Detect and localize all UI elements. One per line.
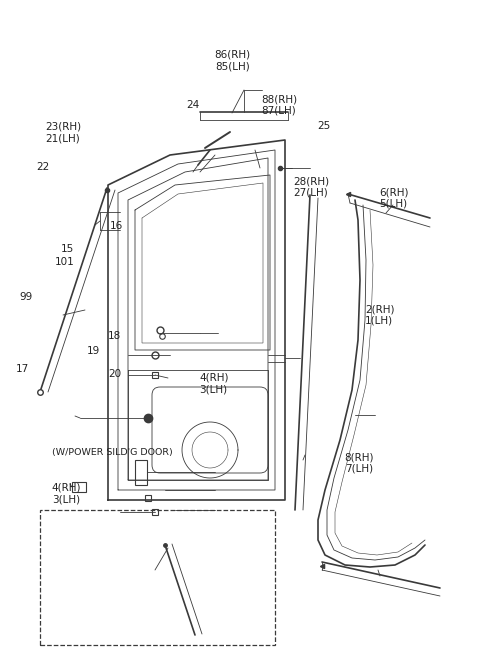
Text: 23(RH)
21(LH): 23(RH) 21(LH) (46, 122, 82, 143)
Text: 88(RH)
87(LH): 88(RH) 87(LH) (262, 94, 298, 115)
Text: 17: 17 (15, 363, 29, 374)
Text: 99: 99 (19, 291, 33, 302)
Text: 15: 15 (61, 244, 74, 255)
Bar (135, 460, 147, 485)
Text: 4(RH)
3(LH): 4(RH) 3(LH) (52, 483, 81, 504)
Text: 28(RH)
27(LH): 28(RH) 27(LH) (293, 176, 329, 197)
Bar (40, 510, 275, 645)
FancyBboxPatch shape (152, 387, 268, 473)
Text: 2(RH)
1(LH): 2(RH) 1(LH) (365, 304, 394, 325)
Text: 25: 25 (317, 121, 330, 131)
Text: 8(RH)
7(LH): 8(RH) 7(LH) (345, 453, 374, 474)
Text: 4(RH)
3(LH): 4(RH) 3(LH) (199, 373, 228, 394)
Text: 22: 22 (36, 162, 49, 173)
Text: 16: 16 (109, 221, 123, 232)
Text: 18: 18 (108, 331, 121, 341)
Bar (72, 482, 86, 492)
Text: 20: 20 (108, 369, 121, 379)
Text: 86(RH)
85(LH): 86(RH) 85(LH) (215, 50, 251, 71)
Text: 6(RH)
5(LH): 6(RH) 5(LH) (379, 188, 408, 209)
Text: 101: 101 (55, 257, 74, 268)
Text: (W/POWER SILD'G DOOR): (W/POWER SILD'G DOOR) (52, 448, 173, 457)
Text: 24: 24 (186, 100, 199, 110)
Text: 19: 19 (86, 346, 100, 356)
